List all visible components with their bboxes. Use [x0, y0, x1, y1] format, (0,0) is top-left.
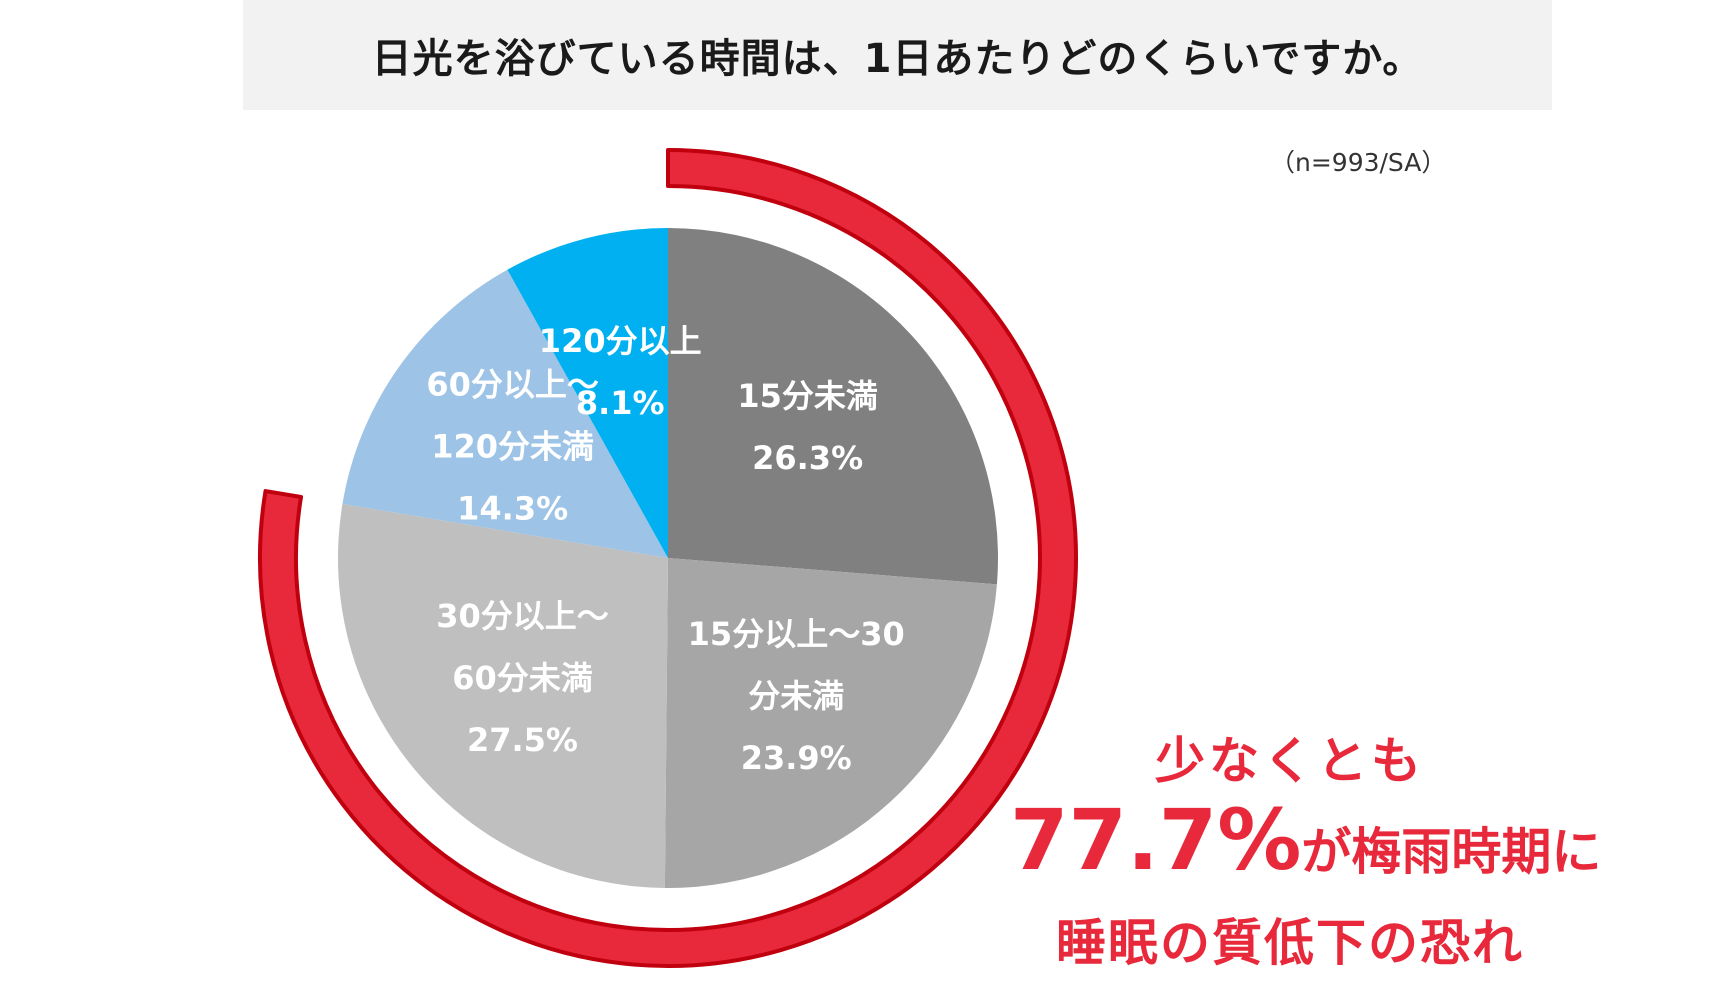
slice-category-label: 15分未満: [737, 377, 878, 415]
slice-category-label: 60分以上～: [426, 366, 599, 404]
pie-slice-2: [664, 558, 997, 888]
pie-slice-4: [342, 269, 668, 558]
callout-line-2-rest: が梅雨時期に: [1301, 823, 1602, 881]
callout-line-2: 77.7%が梅雨時期に: [1010, 790, 1601, 914]
slice-category-label: 30分以上～: [436, 597, 609, 635]
slice-category-label: 15分以上～30: [688, 615, 905, 653]
callout-line-3: 睡眠の質低下の恐れ: [1056, 914, 1524, 972]
slice-category-label: 120分未満: [431, 428, 594, 466]
slice-category-label: 120分以上: [539, 322, 702, 360]
callout-percent: 77.7%: [1010, 791, 1302, 889]
pie-slice-5: [507, 228, 668, 558]
sample-size-note: （n=993/SA）: [1270, 148, 1447, 177]
slice-value-label: 26.3%: [752, 439, 863, 477]
highlight-callout: 少なくとも 77.7%が梅雨時期に 睡眠の質低下の恐れ: [1010, 732, 1601, 972]
pie-slice-1: [668, 228, 999, 585]
pie-slice-3: [338, 503, 668, 888]
highlight-ring: [258, 148, 1078, 968]
slice-value-label: 14.3%: [457, 490, 568, 528]
slice-value-label: 27.5%: [467, 721, 578, 759]
callout-line-1: 少なくとも: [1155, 732, 1425, 790]
slice-category-label: 分未満: [748, 677, 844, 715]
slice-value-label: 23.9%: [741, 739, 852, 777]
slice-value-label: 8.1%: [576, 384, 665, 422]
slice-category-label: 60分未満: [452, 659, 593, 697]
chart-title: 日光を浴びている時間は、1日あたりどのくらいですか。: [243, 0, 1552, 110]
